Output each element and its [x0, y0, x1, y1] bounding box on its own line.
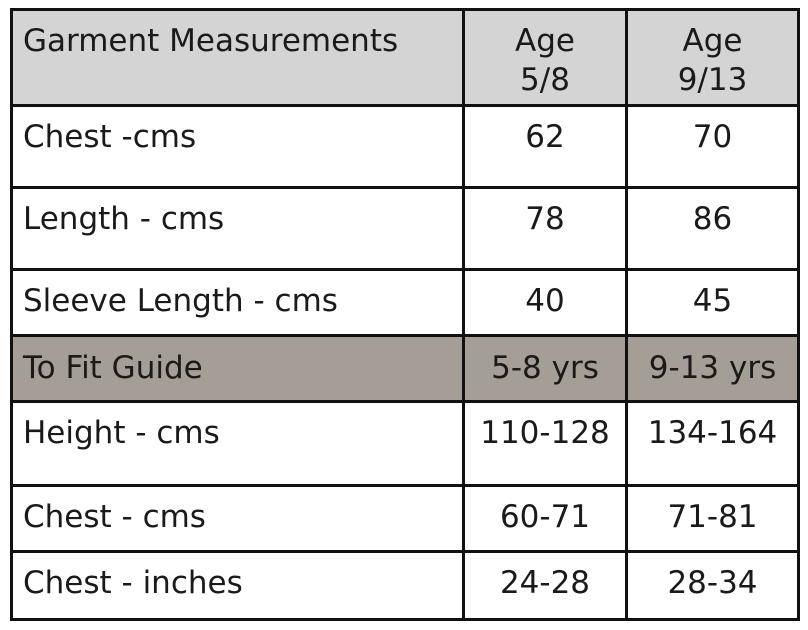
cell: 60-71 — [462, 484, 628, 553]
row-label: Height - cms — [10, 400, 465, 487]
cell: 62 — [462, 104, 628, 189]
cell: 5-8 yrs — [462, 334, 628, 403]
row-label: Chest - cms — [10, 484, 465, 553]
cell: 24-28 — [462, 550, 628, 621]
cell: 40 — [462, 268, 628, 337]
row-label: To Fit Guide — [10, 334, 465, 403]
row-label: Sleeve Length - cms — [10, 268, 465, 337]
header-line: Age — [682, 23, 743, 59]
header-cell: Garment Measurements — [10, 8, 465, 107]
table-row: Chest -cms 62 70 — [10, 104, 800, 189]
header-cell: Age 5/8 — [462, 8, 628, 107]
row-label: Chest - inches — [10, 550, 465, 621]
table-row: Sleeve Length - cms 40 45 — [10, 268, 800, 337]
size-table: Garment Measurements Age 5/8 Age 9/13 Ches… — [10, 8, 800, 621]
row-label: Length - cms — [10, 186, 465, 271]
table-row: Chest - inches 24-28 28-34 — [10, 550, 800, 621]
table-row: Chest - cms 60-71 71-81 — [10, 484, 800, 553]
header-line: Age — [515, 23, 575, 59]
cell: 45 — [625, 268, 800, 337]
cell: 9-13 yrs — [625, 334, 800, 403]
cell: 71-81 — [625, 484, 800, 553]
header-line: 9/13 — [677, 62, 748, 98]
cell: 134-164 — [625, 400, 800, 487]
table-row: To Fit Guide 5-8 yrs 9-13 yrs — [10, 334, 800, 403]
cell: 28-34 — [625, 550, 800, 621]
table-row: Height - cms 110-128 134-164 — [10, 400, 800, 487]
header-line: 5/8 — [520, 62, 570, 98]
cell: 70 — [625, 104, 800, 189]
cell: 110-128 — [462, 400, 628, 487]
header-cell: Age 9/13 — [625, 8, 800, 107]
cell: 86 — [625, 186, 800, 271]
cell: 78 — [462, 186, 628, 271]
table-row: Length - cms 78 86 — [10, 186, 800, 271]
row-label: Chest -cms — [10, 104, 465, 189]
header-row: Garment Measurements Age 5/8 Age 9/13 — [10, 8, 800, 107]
